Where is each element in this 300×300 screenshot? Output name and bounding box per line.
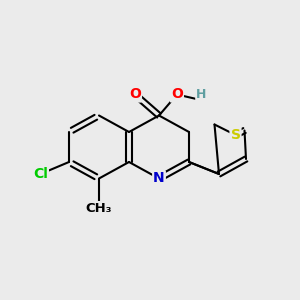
Text: S: S <box>230 128 241 142</box>
Text: H: H <box>196 88 206 101</box>
Text: Cl: Cl <box>33 167 48 181</box>
Text: CH₃: CH₃ <box>86 202 112 215</box>
Text: O: O <box>129 88 141 101</box>
Text: O: O <box>171 88 183 101</box>
Text: N: N <box>153 172 165 185</box>
